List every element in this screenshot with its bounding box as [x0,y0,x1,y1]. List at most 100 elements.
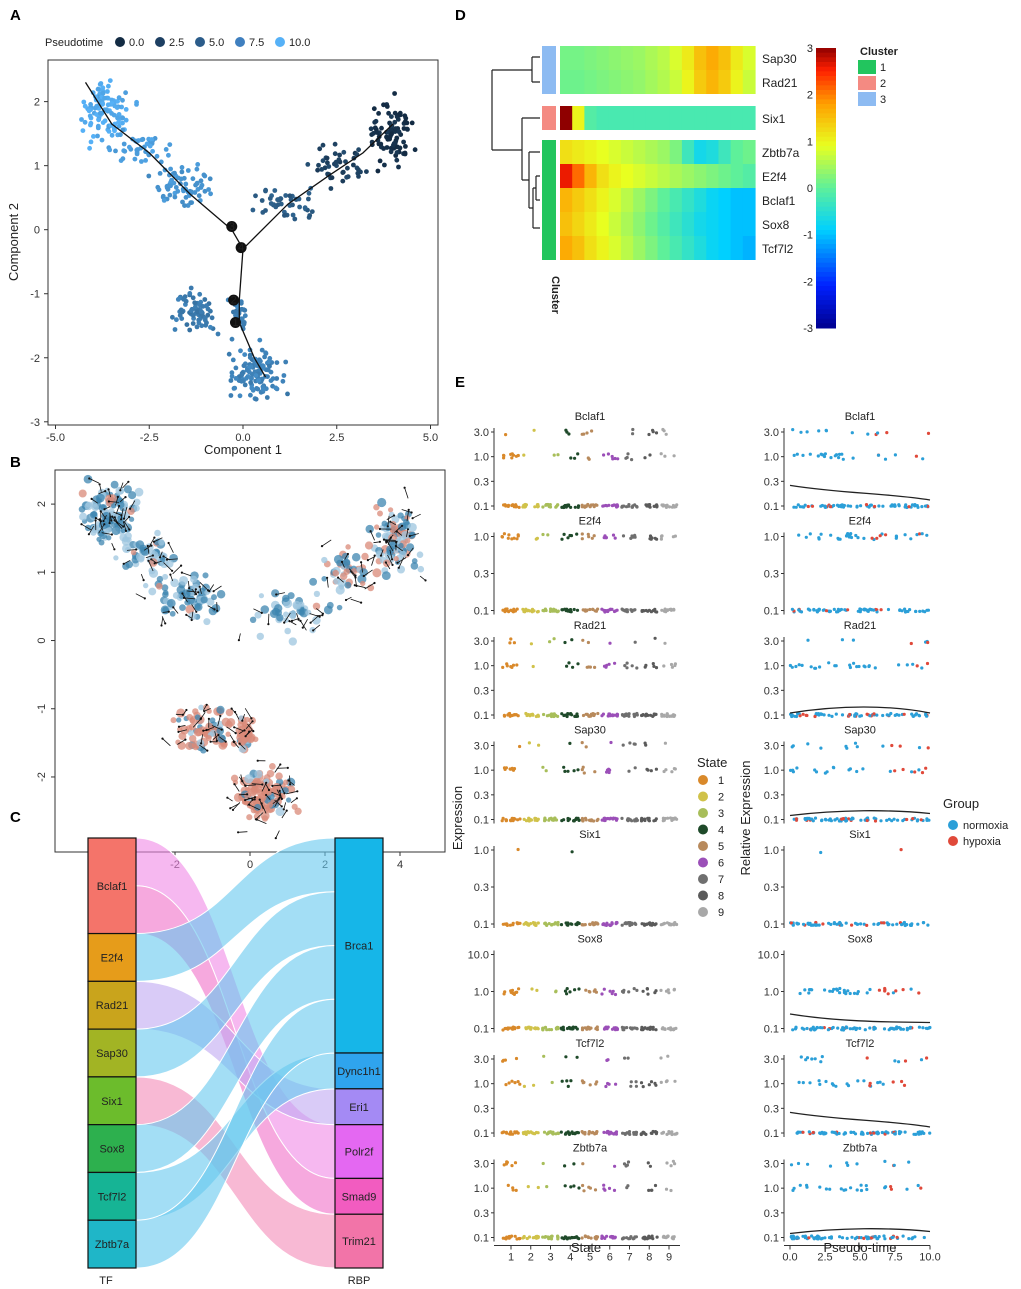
velocity-arrow-head [389,536,392,539]
velocity-arrow-head [392,514,396,517]
pseudotime-point [801,453,805,457]
state-point [569,1079,573,1083]
cell-point [248,364,254,370]
colorbar-step [816,276,836,282]
pseudotime-point [914,454,919,458]
velocity-arrow [135,593,145,599]
state-point [536,609,540,614]
state-point [562,818,566,822]
pseudotime-point [916,505,920,509]
pseudotime-point [794,505,798,509]
heatmap-cell [620,106,634,130]
group-legend-label: hypoxia [963,836,1002,848]
velocity-cell [321,576,327,582]
colorbar-step [816,155,836,161]
pseudotime-point [794,664,798,669]
pseudotime-point [844,921,848,925]
y-tick-label: 1.0 [764,765,779,777]
pseudotime-point [868,1084,872,1088]
velocity-arrow-head [275,593,278,596]
heatmap-cell [657,106,671,130]
y-tick-label: -1 [36,704,48,714]
velocity-arrow [407,547,414,556]
cell-point [232,385,238,391]
heatmap-dendrogram [491,56,540,229]
state-point [624,608,628,612]
velocity-arrow [241,713,245,721]
state-point [648,923,653,927]
pseudotime-point [805,1185,809,1189]
heatmap-cell [694,188,707,212]
velocity-arrow-head [253,796,257,799]
pseudotime-point [869,608,874,612]
state-point [507,533,511,537]
state-point [585,431,589,435]
state-point [602,453,606,457]
gene-title: Tcf7l2 [846,1038,875,1050]
cell-point [266,363,272,368]
pseudotime-point [923,504,928,508]
state-point [547,818,551,822]
pseudotime-point [823,504,827,508]
y-tick-label: 0.1 [764,606,779,618]
pseudotime-point [823,1236,827,1240]
velocity-arrow [251,783,263,785]
gene-title: Tcf7l2 [576,1038,605,1050]
state-point [605,504,609,508]
state-point [659,452,663,456]
cell-point [105,102,111,108]
heatmap-cell [645,70,659,94]
legend-value: 7.5 [249,37,264,49]
heatmap-cell [730,236,744,260]
pseudotime-point [803,817,807,821]
velocity-arrow-head [118,504,121,508]
colorbar-step [816,174,836,180]
state-point [610,921,614,925]
state-point [570,638,574,642]
heatmap-cell [742,188,756,212]
velocity-arrow [213,585,222,592]
pseudotime-point [876,1130,880,1134]
state-point [572,607,576,612]
colorbar-step [816,290,836,296]
velocity-arrow-head [401,524,404,527]
state-point [560,608,564,612]
state-point [575,1027,579,1031]
cell-point [409,120,415,126]
velocity-arrow-head [369,530,372,533]
cell-point [170,314,175,320]
cell-point [162,167,168,173]
pseudotime-point [902,712,906,716]
cell-point [368,126,374,132]
y-tick-label: 0.1 [764,1024,779,1036]
pseudotime-point [824,1079,828,1084]
state-point [603,816,607,820]
cell-point [201,172,207,178]
cell-point [256,378,261,383]
velocity-arrow [187,580,190,589]
state-point [581,1183,585,1188]
velocity-arrow-head [403,486,406,489]
velocity-cell [221,717,231,727]
pseudotime-point [819,1060,823,1064]
pseudotime-point [855,1162,859,1166]
velocity-arrow-head [161,737,164,740]
velocity-arrow-head [99,510,102,513]
cluster-legend-swatch [858,60,876,74]
state-point [664,1187,669,1191]
cell-point [381,146,386,151]
state-point [564,505,568,509]
cell-point [179,309,185,315]
velocity-cell [162,573,169,580]
cell-point [105,89,110,94]
colorbar-step [816,85,836,91]
cell-point [328,186,334,191]
cell-point [233,376,239,381]
pseudotime-point [845,1236,849,1240]
pseudotime-point [879,608,883,612]
cell-point [202,297,208,302]
gene-title: Sox8 [847,934,872,946]
state-point [595,1236,599,1240]
pseudotime-point [893,1027,897,1031]
